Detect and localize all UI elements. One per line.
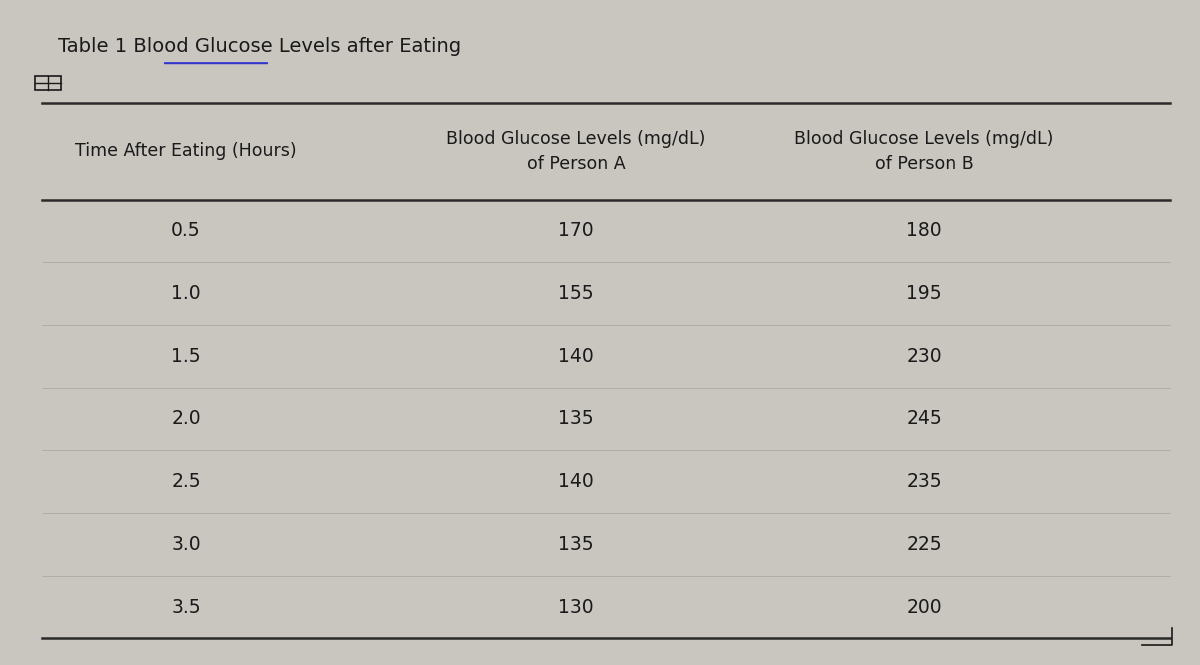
Text: Blood Glucose Levels (mg/dL)
of Person B: Blood Glucose Levels (mg/dL) of Person B [794, 130, 1054, 173]
Text: 245: 245 [906, 410, 942, 428]
Text: 2.0: 2.0 [172, 410, 200, 428]
Text: 170: 170 [558, 221, 594, 240]
Text: 200: 200 [906, 598, 942, 616]
Text: 230: 230 [906, 346, 942, 366]
Text: 3.0: 3.0 [172, 535, 200, 554]
Text: 2.5: 2.5 [172, 472, 200, 491]
Text: 140: 140 [558, 346, 594, 366]
Bar [35, 76, 61, 90]
Text: 130: 130 [558, 598, 594, 616]
Text: Blood Glucose Levels (mg/dL)
of Person A: Blood Glucose Levels (mg/dL) of Person A [446, 130, 706, 173]
Text: 180: 180 [906, 221, 942, 240]
Text: 1.5: 1.5 [172, 346, 200, 366]
Text: 135: 135 [558, 535, 594, 554]
Text: 195: 195 [906, 284, 942, 303]
Text: 1.0: 1.0 [172, 284, 200, 303]
Text: Table 1 Blood Glucose Levels after Eating: Table 1 Blood Glucose Levels after Eatin… [58, 37, 461, 56]
Text: 135: 135 [558, 410, 594, 428]
Text: 235: 235 [906, 472, 942, 491]
Text: 140: 140 [558, 472, 594, 491]
Text: 0.5: 0.5 [172, 221, 200, 240]
Text: 225: 225 [906, 535, 942, 554]
Text: Time After Eating (Hours): Time After Eating (Hours) [76, 142, 296, 160]
Text: 3.5: 3.5 [172, 598, 200, 616]
Text: 155: 155 [558, 284, 594, 303]
